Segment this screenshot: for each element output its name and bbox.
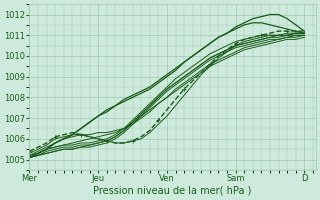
X-axis label: Pression niveau de la mer( hPa ): Pression niveau de la mer( hPa ) — [93, 186, 252, 196]
